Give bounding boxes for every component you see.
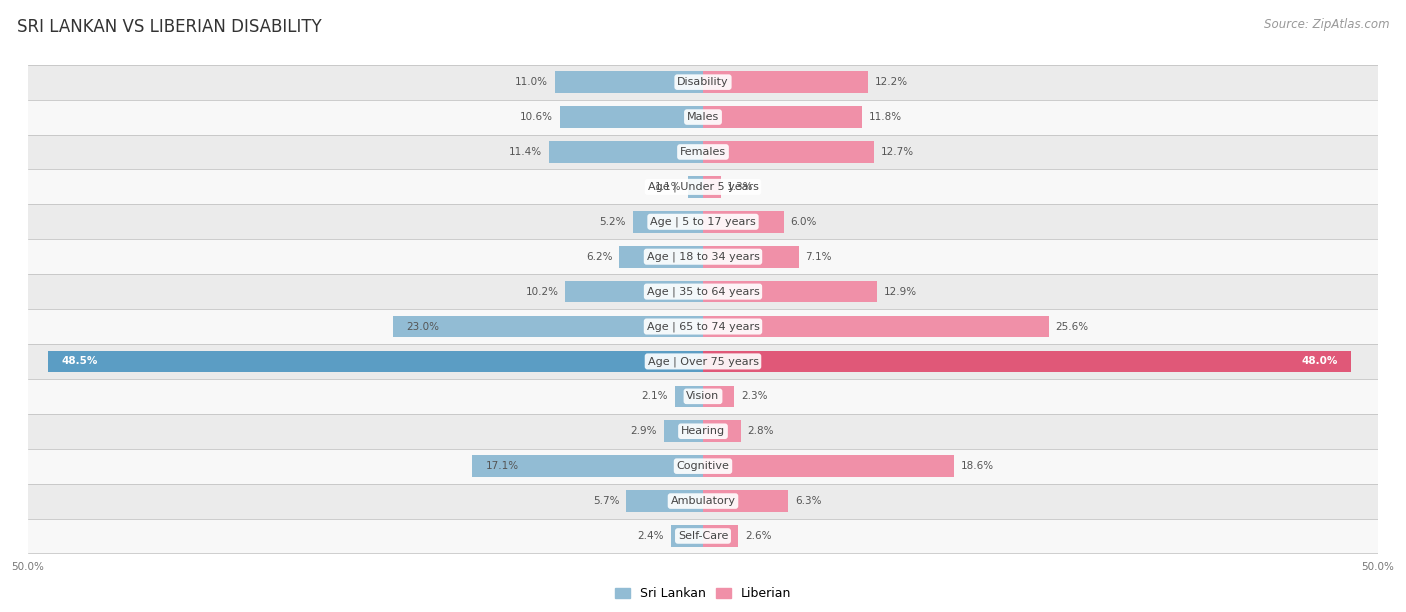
Bar xyxy=(671,525,703,547)
Text: 23.0%: 23.0% xyxy=(406,321,439,332)
Text: Hearing: Hearing xyxy=(681,426,725,436)
Bar xyxy=(28,204,1378,239)
Bar xyxy=(28,379,1378,414)
Text: 2.9%: 2.9% xyxy=(631,426,657,436)
Text: 10.2%: 10.2% xyxy=(526,286,558,297)
Bar xyxy=(619,246,703,267)
Bar xyxy=(703,281,877,302)
Text: Vision: Vision xyxy=(686,391,720,401)
Text: 11.0%: 11.0% xyxy=(515,77,548,87)
Bar xyxy=(703,316,1049,337)
Bar xyxy=(28,344,1378,379)
Text: Age | 65 to 74 years: Age | 65 to 74 years xyxy=(647,321,759,332)
Bar xyxy=(664,420,703,442)
Text: Age | Under 5 years: Age | Under 5 years xyxy=(648,182,758,192)
Text: Age | 18 to 34 years: Age | 18 to 34 years xyxy=(647,252,759,262)
Bar xyxy=(703,386,734,407)
Text: Disability: Disability xyxy=(678,77,728,87)
Text: 6.0%: 6.0% xyxy=(790,217,817,227)
Text: 12.9%: 12.9% xyxy=(884,286,917,297)
Bar xyxy=(28,100,1378,135)
Text: 12.2%: 12.2% xyxy=(875,77,907,87)
Bar xyxy=(703,72,868,93)
Text: Cognitive: Cognitive xyxy=(676,461,730,471)
Text: 2.6%: 2.6% xyxy=(745,531,772,541)
Bar xyxy=(703,351,1351,372)
Bar xyxy=(392,316,703,337)
Text: 6.2%: 6.2% xyxy=(586,252,613,262)
Bar xyxy=(703,141,875,163)
Bar xyxy=(703,246,799,267)
Text: 18.6%: 18.6% xyxy=(960,461,994,471)
Text: Females: Females xyxy=(681,147,725,157)
Bar xyxy=(703,106,862,128)
Text: 12.7%: 12.7% xyxy=(882,147,914,157)
Bar xyxy=(550,141,703,163)
Bar xyxy=(675,386,703,407)
Text: 48.0%: 48.0% xyxy=(1301,356,1337,367)
Text: 17.1%: 17.1% xyxy=(485,461,519,471)
Text: 11.4%: 11.4% xyxy=(509,147,543,157)
Text: 1.3%: 1.3% xyxy=(727,182,754,192)
Text: 5.7%: 5.7% xyxy=(593,496,619,506)
Bar xyxy=(703,176,720,198)
Text: Age | Over 75 years: Age | Over 75 years xyxy=(648,356,758,367)
Bar xyxy=(28,65,1378,100)
Bar xyxy=(703,525,738,547)
Text: Self-Care: Self-Care xyxy=(678,531,728,541)
Text: 1.1%: 1.1% xyxy=(655,182,682,192)
Bar xyxy=(28,274,1378,309)
Bar xyxy=(703,420,741,442)
Text: Source: ZipAtlas.com: Source: ZipAtlas.com xyxy=(1264,18,1389,31)
Text: Age | 35 to 64 years: Age | 35 to 64 years xyxy=(647,286,759,297)
Bar xyxy=(28,309,1378,344)
Bar xyxy=(560,106,703,128)
Bar xyxy=(28,170,1378,204)
Bar xyxy=(703,211,785,233)
Bar xyxy=(554,72,703,93)
Text: 5.2%: 5.2% xyxy=(599,217,626,227)
Bar xyxy=(28,239,1378,274)
Text: SRI LANKAN VS LIBERIAN DISABILITY: SRI LANKAN VS LIBERIAN DISABILITY xyxy=(17,18,322,36)
Bar xyxy=(28,518,1378,553)
Text: 2.3%: 2.3% xyxy=(741,391,768,401)
Bar xyxy=(633,211,703,233)
Text: 25.6%: 25.6% xyxy=(1056,321,1088,332)
Text: 2.4%: 2.4% xyxy=(637,531,664,541)
Bar xyxy=(28,483,1378,518)
Bar xyxy=(688,176,703,198)
Bar xyxy=(472,455,703,477)
Text: Age | 5 to 17 years: Age | 5 to 17 years xyxy=(650,217,756,227)
Text: 7.1%: 7.1% xyxy=(806,252,832,262)
Text: 6.3%: 6.3% xyxy=(794,496,821,506)
Text: 2.8%: 2.8% xyxy=(748,426,775,436)
Legend: Sri Lankan, Liberian: Sri Lankan, Liberian xyxy=(610,582,796,605)
Text: 48.5%: 48.5% xyxy=(62,356,98,367)
Bar xyxy=(28,135,1378,170)
Text: 2.1%: 2.1% xyxy=(641,391,668,401)
Bar xyxy=(48,351,703,372)
Text: 10.6%: 10.6% xyxy=(520,112,553,122)
Bar xyxy=(565,281,703,302)
Bar xyxy=(626,490,703,512)
Bar xyxy=(703,490,787,512)
Text: 11.8%: 11.8% xyxy=(869,112,903,122)
Bar xyxy=(703,455,955,477)
Bar xyxy=(28,414,1378,449)
Text: Ambulatory: Ambulatory xyxy=(671,496,735,506)
Text: Males: Males xyxy=(688,112,718,122)
Bar xyxy=(28,449,1378,483)
